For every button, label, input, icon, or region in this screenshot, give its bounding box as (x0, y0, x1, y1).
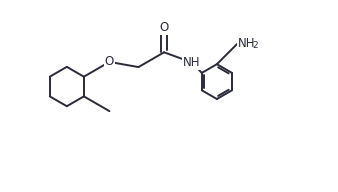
Text: 2: 2 (252, 41, 258, 50)
Text: NH: NH (183, 56, 200, 69)
Text: O: O (160, 21, 169, 34)
Text: NH: NH (238, 37, 255, 50)
Text: O: O (105, 55, 114, 68)
